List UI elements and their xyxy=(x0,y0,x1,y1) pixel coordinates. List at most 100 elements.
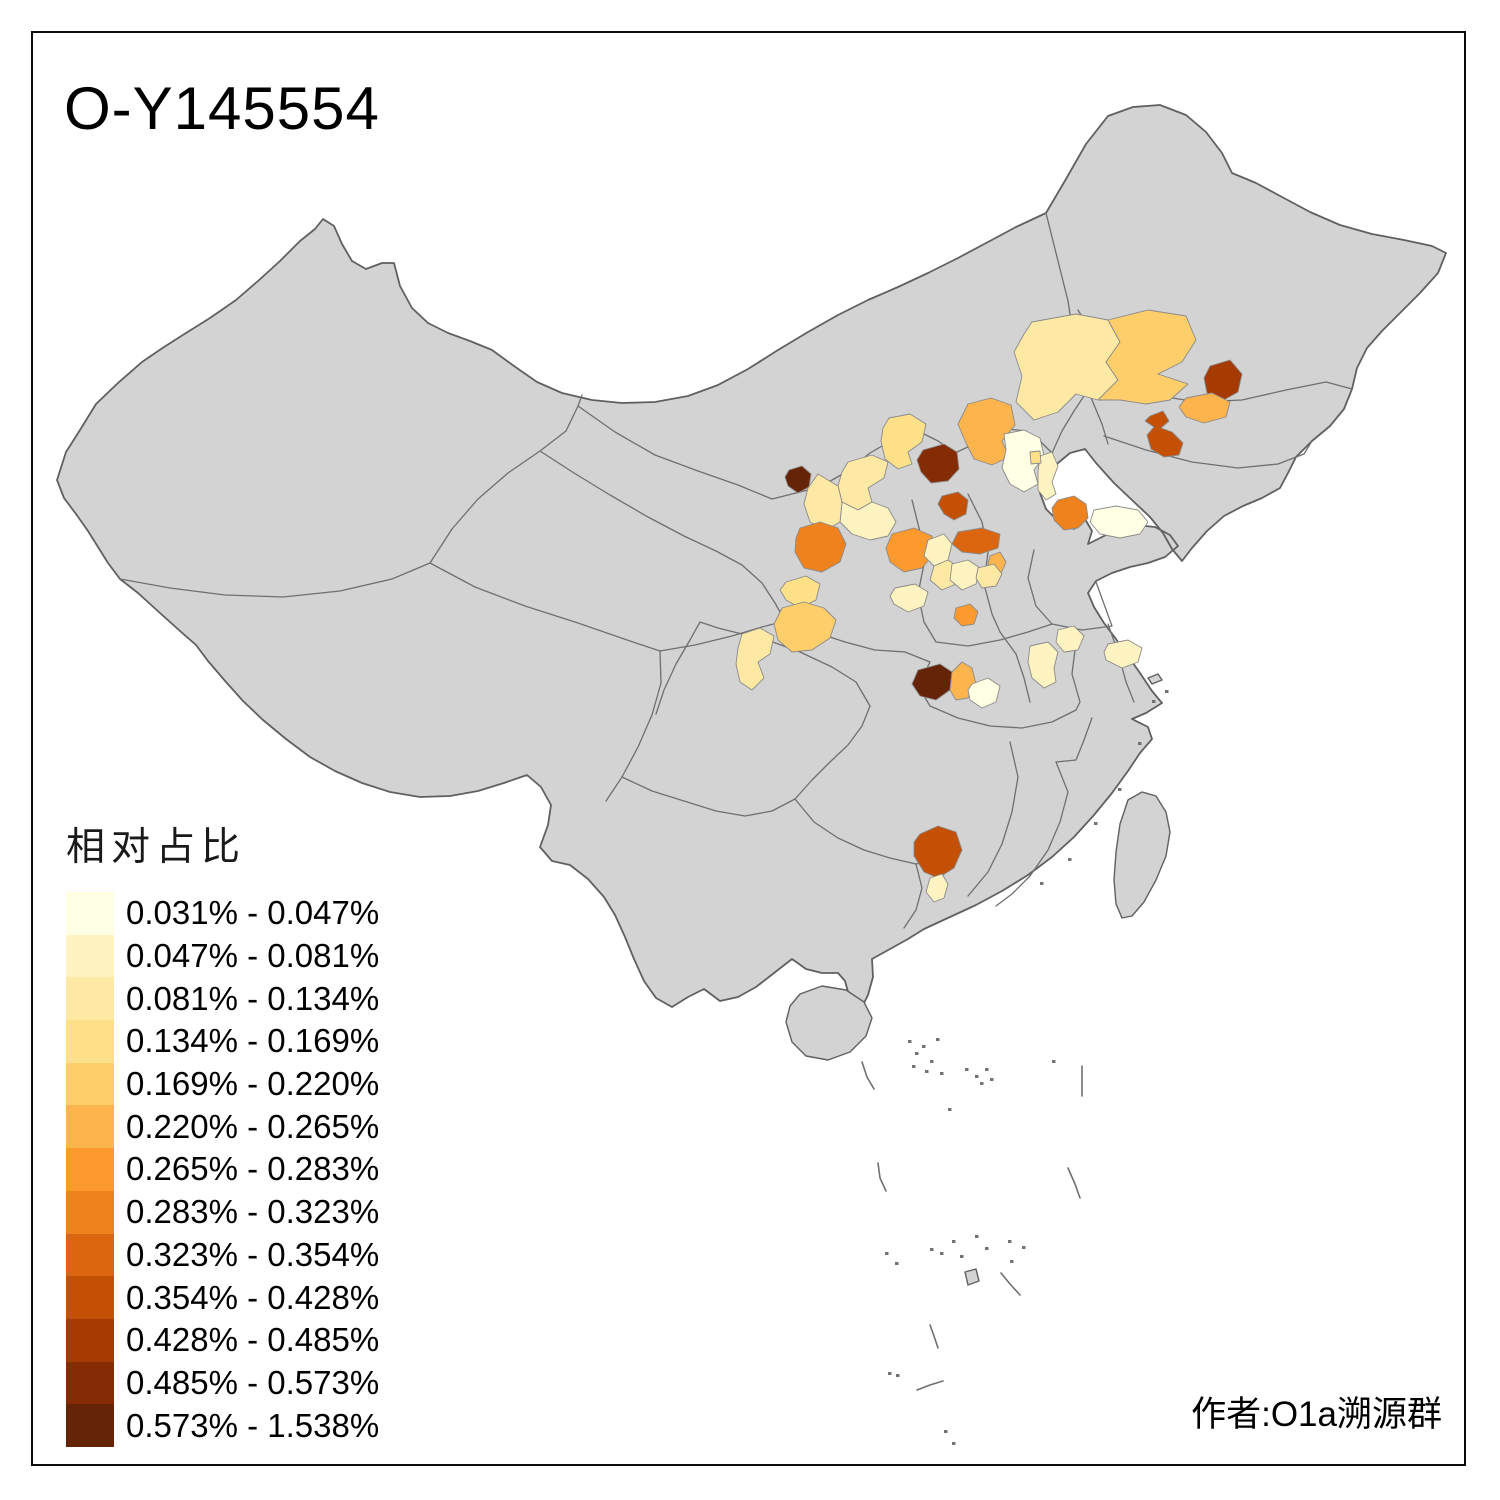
choropleth-region xyxy=(916,443,960,484)
islet-mark xyxy=(930,1060,934,1063)
legend-label: 0.134% - 0.169% xyxy=(126,1022,380,1060)
province-border xyxy=(999,631,1031,703)
choropleth-region xyxy=(967,677,1001,709)
legend-row: 0.220% - 0.265% xyxy=(66,1105,379,1149)
islet-mark xyxy=(1022,1246,1026,1249)
province-border xyxy=(659,620,786,652)
legend-row: 0.169% - 0.220% xyxy=(66,1062,380,1106)
choropleth-region xyxy=(784,465,812,494)
province-border xyxy=(935,581,1113,647)
choropleth-region xyxy=(889,583,929,613)
islet-mark xyxy=(1008,1240,1012,1243)
legend-label: 0.428% - 0.485% xyxy=(126,1321,380,1359)
islet-mark xyxy=(1010,1260,1014,1263)
province-border xyxy=(429,562,661,652)
islet-mark xyxy=(975,1075,979,1078)
choropleth-region xyxy=(1037,451,1059,501)
province-border xyxy=(621,705,871,817)
choropleth-region xyxy=(1103,639,1143,669)
islet-mark xyxy=(990,1078,994,1081)
legend-label: 0.031% - 0.047% xyxy=(126,894,380,932)
legend-row: 0.323% - 0.354% xyxy=(66,1233,380,1277)
islet-mark xyxy=(952,1442,956,1445)
province-border xyxy=(1103,435,1313,469)
legend-row: 0.047% - 0.081% xyxy=(66,934,380,978)
legend-row: 0.265% - 0.283% xyxy=(66,1148,379,1191)
map-legend: 相对占比 0.031% - 0.047% 0.047% - 0.081% 0.081… xyxy=(66,816,379,1447)
choropleth-region xyxy=(773,601,837,653)
legend-swatch xyxy=(66,1318,114,1362)
legend-title: 相对占比 xyxy=(66,826,247,869)
colored-regions-layer xyxy=(735,309,1243,903)
choropleth-region xyxy=(880,413,927,470)
islet-mark xyxy=(936,1038,940,1041)
legend-label: 0.047% - 0.081% xyxy=(126,937,380,975)
province-border xyxy=(1071,641,1081,711)
legend-row: 0.354% - 0.428% xyxy=(66,1276,379,1319)
islet-mark xyxy=(975,1235,979,1238)
islet-mark xyxy=(960,1255,964,1258)
islet-mark xyxy=(885,1252,889,1255)
province-border xyxy=(1055,717,1093,763)
province-border xyxy=(967,741,1019,897)
sea-boundary-arc xyxy=(861,1061,875,1090)
islet-mark xyxy=(1138,742,1142,745)
islet-mark xyxy=(888,1372,892,1375)
choropleth-region xyxy=(911,663,953,701)
legend-label: 0.169% - 0.220% xyxy=(126,1065,380,1103)
legend-swatch xyxy=(66,1148,114,1191)
islet-mark xyxy=(908,1040,912,1043)
legend-label: 0.485% - 0.573% xyxy=(126,1363,380,1401)
legend-swatch xyxy=(66,1276,114,1319)
islet-mark xyxy=(895,1262,899,1265)
province-border xyxy=(911,499,937,643)
islands-layer xyxy=(785,673,1171,1286)
choropleth-region xyxy=(1089,505,1149,539)
islet-mark xyxy=(1165,690,1169,693)
sea-boundary-arc xyxy=(1067,1167,1081,1199)
province-border xyxy=(605,650,662,802)
legend-row: 0.573% - 1.538% xyxy=(66,1404,379,1447)
islet-mark xyxy=(944,1430,948,1433)
legend-swatch xyxy=(66,977,114,1021)
legend-items: 0.031% - 0.047% 0.047% - 0.081% 0.081% - 0… xyxy=(66,892,379,1447)
legend-swatch xyxy=(66,1190,114,1234)
legend-row: 0.031% - 0.047% xyxy=(66,892,379,935)
islet-mark xyxy=(1094,822,1098,825)
province-border xyxy=(1027,549,1053,625)
province-border xyxy=(995,875,1031,907)
legend-label: 0.323% - 0.354% xyxy=(126,1235,380,1273)
hainan-island xyxy=(785,985,873,1061)
sea-boundary-arc xyxy=(877,1162,887,1192)
legend-row: 0.428% - 0.485% xyxy=(66,1318,380,1362)
choropleth-region xyxy=(1051,495,1089,531)
choropleth-region xyxy=(1178,392,1231,424)
province-border xyxy=(903,863,923,929)
choropleth-region xyxy=(951,527,1001,555)
choropleth-region xyxy=(949,559,981,591)
islet-mark xyxy=(1152,700,1156,703)
plot-border xyxy=(31,31,1466,1466)
choropleth-region xyxy=(913,825,963,879)
chongming-island xyxy=(1147,673,1163,685)
legend-swatch xyxy=(66,1020,114,1063)
south-sea-islet-island xyxy=(964,1268,980,1286)
legend-swatch xyxy=(66,1404,114,1447)
province-border xyxy=(655,621,871,715)
islet-mark xyxy=(965,1068,969,1071)
islet-mark xyxy=(930,1248,934,1251)
legend-row: 0.485% - 0.573% xyxy=(66,1361,380,1405)
legend-swatch xyxy=(66,892,114,935)
islet-mark xyxy=(940,1072,944,1075)
islet-mark xyxy=(1052,1060,1056,1063)
choropleth-region xyxy=(937,491,969,521)
legend-swatch xyxy=(66,1062,114,1106)
choropleth-region xyxy=(839,501,897,541)
choropleth-region xyxy=(975,563,1003,589)
islet-mark xyxy=(922,1045,926,1048)
legend-label: 0.354% - 0.428% xyxy=(126,1278,380,1316)
choropleth-region xyxy=(735,627,775,691)
islet-mark xyxy=(1040,882,1044,885)
